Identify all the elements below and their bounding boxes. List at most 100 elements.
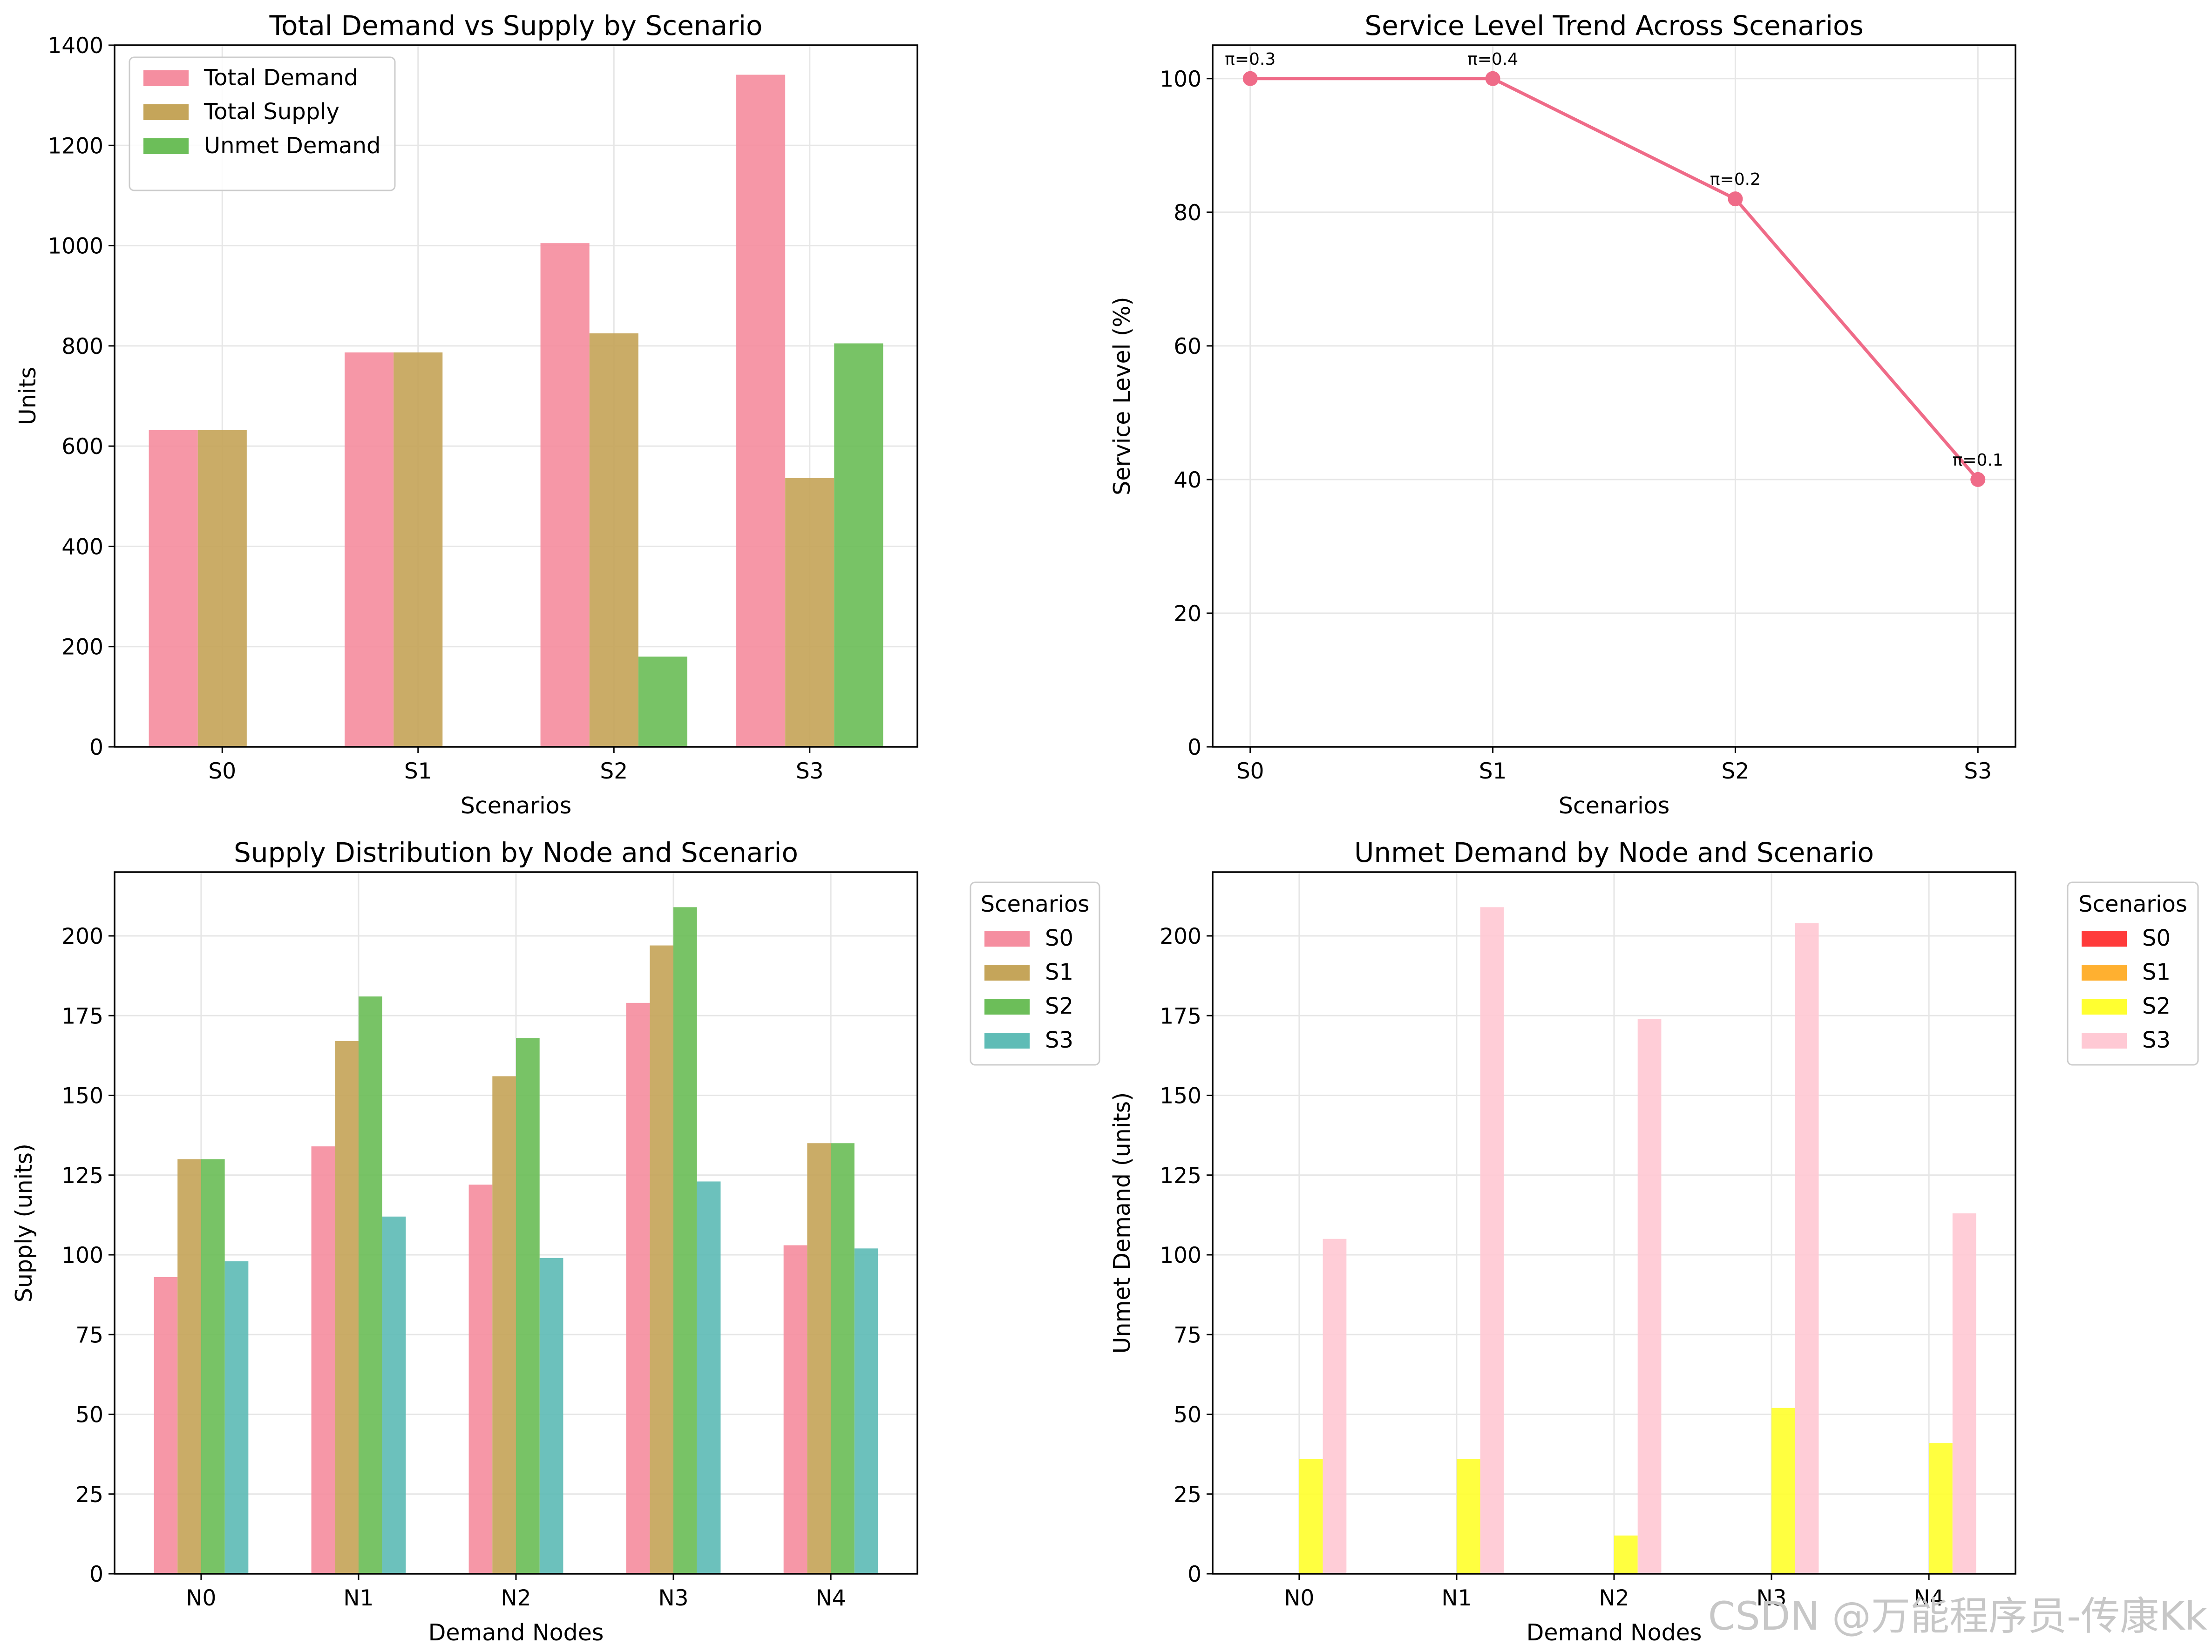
bar-s2 bbox=[1456, 1459, 1480, 1574]
x-tick-label: N3 bbox=[1757, 1585, 1787, 1611]
bar-total-demand bbox=[149, 430, 198, 747]
bar-s2 bbox=[1614, 1535, 1638, 1574]
legend-label: S0 bbox=[2142, 925, 2171, 951]
x-tick-label: N1 bbox=[343, 1585, 373, 1611]
x-tick-label: N4 bbox=[1914, 1585, 1944, 1611]
y-axis-label: Units bbox=[14, 367, 41, 425]
legend: Scenarios S0 S1 S2 S3 bbox=[970, 881, 1100, 1066]
plot-frame bbox=[1212, 44, 2016, 748]
bar-s3 bbox=[1637, 1019, 1662, 1574]
watermark: CSDN @万能程序员-传康Kk bbox=[1708, 1593, 2208, 1639]
bar-total-demand bbox=[736, 74, 786, 747]
bar-s3 bbox=[697, 1181, 721, 1574]
bar-s2 bbox=[673, 907, 697, 1574]
bar-total-demand bbox=[345, 352, 394, 747]
bar-s0 bbox=[311, 1146, 335, 1574]
y-tick-label: 125 bbox=[1160, 1163, 1201, 1189]
y-tick-label: 60 bbox=[1174, 334, 1201, 359]
bar-s0 bbox=[626, 1002, 650, 1574]
chart-supply-distribution: 0 25 50 75 100 125 150 175 200 N0 N1 N2 N3 N4 Supply D… bbox=[11, 837, 1100, 1646]
bar-s0 bbox=[154, 1277, 178, 1574]
legend-label: Total Supply bbox=[204, 99, 339, 125]
legend-swatch bbox=[143, 104, 189, 120]
bar-s3 bbox=[1323, 1239, 1347, 1574]
bar-s1 bbox=[807, 1143, 831, 1574]
y-tick-label: 600 bbox=[61, 434, 103, 460]
y-tick-label: 80 bbox=[1174, 200, 1201, 226]
legend: Total Demand Total Supply Unmet Demand bbox=[129, 56, 396, 191]
y-tick-label: 75 bbox=[75, 1322, 103, 1348]
bar-s3 bbox=[1480, 907, 1504, 1574]
service-level-point bbox=[1485, 71, 1500, 86]
service-level-point bbox=[1970, 472, 1986, 487]
y-tick-label: 150 bbox=[61, 1083, 103, 1109]
x-tick-label: N3 bbox=[658, 1585, 689, 1611]
legend-label: S1 bbox=[1045, 959, 1073, 985]
bar-s1 bbox=[177, 1159, 201, 1574]
x-tick-label: S0 bbox=[208, 758, 236, 784]
x-tick-label: S2 bbox=[600, 758, 628, 784]
y-tick-label: 100 bbox=[1160, 1243, 1201, 1268]
pi-annotation: π=0.4 bbox=[1467, 50, 1518, 69]
plot-frame bbox=[114, 44, 918, 748]
legend-label: Total Demand bbox=[204, 65, 358, 91]
x-axis-label: Scenarios bbox=[1559, 792, 1670, 819]
legend-swatch bbox=[2082, 1033, 2127, 1049]
x-tick-label: N0 bbox=[186, 1585, 216, 1611]
bar-s2 bbox=[358, 996, 382, 1574]
chart-service-level-trend: 0 20 40 60 80 100 π=0.3 π=0.4 π=0.2 π=0.1 S0 S1 S2 S3… bbox=[1109, 10, 2016, 819]
legend-swatch bbox=[2082, 931, 2127, 947]
y-tick-label: 1000 bbox=[47, 234, 103, 259]
y-tick-label: 200 bbox=[61, 924, 103, 949]
pi-annotation: π=0.1 bbox=[1953, 451, 2003, 470]
legend-swatch bbox=[143, 70, 189, 86]
bar-unmet-demand bbox=[834, 343, 883, 747]
y-tick-label: 25 bbox=[75, 1482, 103, 1508]
bar-total-supply bbox=[589, 333, 638, 747]
y-tick-label: 40 bbox=[1174, 467, 1201, 493]
chart-title: Supply Distribution by Node and Scenario bbox=[234, 837, 798, 868]
legend-title: Scenarios bbox=[981, 891, 1090, 917]
bar-s1 bbox=[650, 945, 674, 1574]
legend-swatch bbox=[984, 965, 1030, 981]
y-tick-label: 0 bbox=[1187, 735, 1201, 760]
bar-s3 bbox=[224, 1261, 249, 1574]
service-level-point bbox=[1728, 191, 1743, 207]
y-tick-label: 50 bbox=[1174, 1402, 1201, 1428]
chart-title: Service Level Trend Across Scenarios bbox=[1364, 10, 1863, 41]
pi-annotation: π=0.3 bbox=[1225, 50, 1276, 69]
legend-frame bbox=[970, 881, 1100, 1066]
x-tick-label: S1 bbox=[1479, 758, 1507, 784]
legend-swatch bbox=[984, 999, 1030, 1015]
chart-title: Unmet Demand by Node and Scenario bbox=[1354, 837, 1874, 868]
legend-label: S0 bbox=[1045, 925, 1073, 951]
x-axis-label: Demand Nodes bbox=[1527, 1619, 1702, 1646]
legend-label: S2 bbox=[1045, 993, 1073, 1019]
y-tick-label: 75 bbox=[1174, 1322, 1201, 1348]
bar-unmet-demand bbox=[638, 657, 687, 747]
chart-total-demand-vs-supply: 0 200 400 600 800 1000 1200 1400 S0 S1 S2 S3 Total D… bbox=[14, 10, 918, 819]
service-level-line bbox=[1250, 77, 1979, 481]
x-tick-label: S0 bbox=[1236, 758, 1264, 784]
y-tick-label: 175 bbox=[1160, 1003, 1201, 1029]
legend-swatch bbox=[984, 931, 1030, 947]
service-level-point bbox=[1242, 71, 1258, 86]
bar-s3 bbox=[1952, 1213, 1976, 1574]
y-axis-label: Supply (units) bbox=[11, 1144, 37, 1302]
bar-total-demand bbox=[540, 243, 590, 747]
bar-s1 bbox=[335, 1041, 359, 1574]
bar-s3 bbox=[382, 1216, 406, 1574]
bar-s3 bbox=[854, 1248, 878, 1574]
legend: Scenarios S0 S1 S2 S3 bbox=[2067, 881, 2199, 1066]
chart-title: Total Demand vs Supply by Scenario bbox=[269, 10, 762, 41]
y-tick-label: 200 bbox=[1160, 924, 1201, 949]
legend-label: S3 bbox=[2142, 1027, 2171, 1053]
bar-s1 bbox=[492, 1076, 516, 1574]
chart-unmet-demand: 0 25 50 75 100 125 150 175 200 N0 N1 N2 N3 N4 Unmet De… bbox=[1109, 837, 2199, 1646]
y-tick-label: 20 bbox=[1174, 601, 1201, 627]
bar-s2 bbox=[1299, 1459, 1323, 1574]
bar-s0 bbox=[783, 1245, 807, 1574]
legend-swatch bbox=[143, 138, 189, 154]
y-tick-label: 800 bbox=[61, 334, 103, 359]
